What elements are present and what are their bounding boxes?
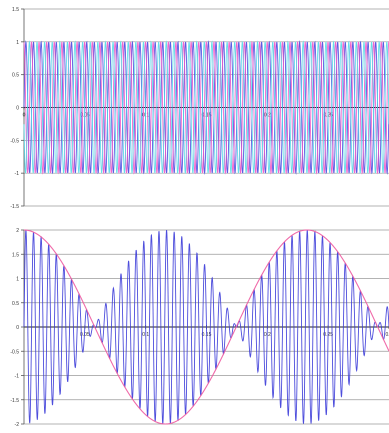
x-tick-label: 0.3: [386, 332, 389, 338]
y-tick-label: 0.5: [12, 301, 19, 307]
y-tick-label: 0: [16, 325, 19, 331]
chart-panel-2: 21.510.50-0.5-1-1.5-20.05 0.1 0.15 0.2 0.25 0…: [10, 228, 389, 428]
y-tick-label: 1: [16, 40, 19, 46]
y-tick-label: -0.5: [10, 349, 19, 355]
y-tick-label: 0.5: [12, 73, 19, 79]
series-line-2: [24, 229, 389, 425]
series-line-2: [23, 40, 389, 175]
y-tick-label: 0: [16, 106, 19, 112]
y-tick-label: -1: [15, 171, 20, 177]
x-tick-label: 0: [23, 113, 26, 119]
y-tick-label: -1.5: [10, 398, 19, 404]
y-tick-label: -0.5: [10, 138, 19, 144]
y-tick-label: -1: [15, 374, 20, 380]
y-tick-label: -2: [15, 422, 20, 428]
x-tick-label: 0.05: [80, 332, 90, 338]
y-tick-label: 1: [16, 277, 19, 283]
y-tick-label: 1.5: [12, 7, 19, 13]
series-line-3: [23, 40, 389, 174]
chart-panel-1: 1.510.50-0.5-1-1.50 0.05 0.1 0.15 0.2 0.25: [10, 7, 389, 210]
y-tick-label: 2: [16, 228, 19, 234]
series-line-1: [23, 229, 389, 424]
y-tick-label: -1.5: [10, 204, 19, 210]
y-tick-label: 1.5: [12, 252, 19, 258]
